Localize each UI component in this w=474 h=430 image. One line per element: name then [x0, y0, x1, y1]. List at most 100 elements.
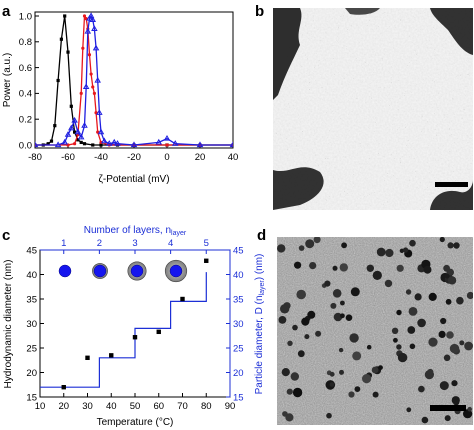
- x2-tick-label-c: 1: [61, 238, 66, 249]
- axis-ticks-a: -80 -60 -40 -20 0 20 40 0.0 0.2 0.4 0.6 0.8 1.0: [19, 11, 239, 163]
- top-axis-label-sub: layer: [171, 230, 187, 237]
- particle-core-icon: [93, 264, 107, 278]
- nanoparticle-dot: [384, 279, 393, 288]
- nanoparticle-dot: [305, 239, 315, 249]
- x-tick-label-c: 80: [201, 401, 212, 412]
- data-point-a: [92, 44, 100, 51]
- nanoparticle-dot: [444, 415, 451, 422]
- nanoparticle-dot: [451, 396, 460, 405]
- data-point-a: [87, 53, 92, 57]
- right-axis-label-end: ) (nm): [254, 254, 265, 281]
- nanoparticle-dot: [329, 371, 335, 377]
- nanoparticle-dot: [449, 343, 460, 354]
- particle-core-icon: [130, 264, 144, 278]
- data-point-a: [74, 128, 82, 135]
- data-point-a: [165, 143, 169, 147]
- data-point-a: [61, 138, 68, 145]
- x2-tick-label-c: 5: [204, 238, 209, 249]
- particle-layer-icons: [58, 259, 188, 283]
- nanoparticle-dot: [446, 331, 454, 339]
- data-point-a: [35, 141, 39, 148]
- nanoparticle-dot: [409, 239, 416, 247]
- y-tick-label-a: 0.8: [19, 37, 32, 48]
- y-tick-label-a: 1.0: [19, 11, 32, 22]
- nanoparticle-dot: [315, 330, 322, 337]
- data-point-a: [155, 138, 163, 145]
- dark-region-bottom-right: [430, 180, 473, 210]
- nanoparticle-dot: [397, 352, 408, 363]
- series-line-a: [35, 13, 233, 146]
- nanoparticle-dot: [466, 291, 473, 300]
- data-point-a: [73, 142, 77, 146]
- y-tick-label-c: 35: [26, 294, 37, 305]
- x-tick-label-c: 90: [225, 401, 236, 412]
- nanoparticle-dot: [372, 391, 379, 398]
- top-axis-label-text: Number of layers, n: [84, 225, 171, 236]
- nanoparticle-dot: [298, 245, 305, 251]
- data-point-a: [76, 138, 80, 142]
- data-point-a: [84, 27, 92, 34]
- y-tick-label-a: 0.2: [19, 115, 32, 126]
- x-tick-label-a: -20: [127, 152, 141, 163]
- data-point-a: [89, 16, 97, 22]
- x-tick-label-c: 50: [130, 401, 141, 412]
- particle-core-icon: [169, 264, 183, 278]
- nanoparticle-dot: [277, 244, 286, 253]
- nanoparticle-dot: [385, 248, 394, 258]
- nanoparticle-dot: [324, 280, 331, 287]
- data-point-a: [96, 109, 103, 115]
- nanoparticle-dot: [391, 327, 399, 334]
- x2-tick-label-c: 2: [97, 238, 102, 249]
- nanoparticle-dot: [281, 368, 290, 377]
- data-point-a: [53, 124, 57, 128]
- nanoparticle-dot: [341, 242, 347, 249]
- data-point-a: [77, 133, 85, 140]
- y2-tick-label-c: 45: [233, 245, 244, 256]
- nanoparticle-dot: [414, 293, 422, 301]
- dark-region-top-right: [430, 8, 473, 55]
- nanoparticle-dot: [456, 296, 464, 305]
- data-point-a: [89, 72, 93, 76]
- x-tick-label-a: -80: [28, 152, 42, 163]
- right-axis-label-sub: layer: [259, 280, 266, 296]
- plot-frame-a: [34, 11, 234, 149]
- data-point-a: [229, 141, 233, 148]
- data-point-a: [91, 143, 95, 147]
- nanoparticle-dot: [352, 351, 362, 361]
- tem-image-b: [273, 8, 473, 210]
- y-tick-label-c: 40: [26, 270, 37, 281]
- data-point-a: [66, 50, 70, 54]
- nanoparticle-dot: [282, 411, 288, 417]
- data-point-a: [69, 104, 73, 108]
- nanoparticle-dot: [329, 382, 335, 387]
- nanoparticle-dot: [371, 366, 379, 374]
- data-point-a: [101, 137, 108, 144]
- nanoparticle-dot: [405, 289, 412, 295]
- data-point-a: [105, 140, 113, 146]
- data-point-a: [92, 91, 96, 95]
- x-tick-label-a: 0: [164, 152, 169, 163]
- data-point-c: [85, 355, 90, 360]
- data-point-a: [79, 140, 83, 145]
- nanoparticle-dot: [297, 350, 305, 358]
- dark-region-top-middle: [345, 8, 380, 15]
- nanoparticle-dot: [440, 317, 447, 325]
- nanoparticle-dot: [313, 237, 321, 244]
- nanoparticle-dot: [348, 391, 355, 398]
- nanoparticle-dot: [439, 237, 445, 243]
- y2-tick-label-c: 25: [233, 343, 244, 354]
- x-tick-label-c: 70: [177, 401, 188, 412]
- data-point-a: [97, 128, 105, 135]
- nanoparticles-d: [277, 237, 473, 424]
- nanoparticle-dot: [403, 247, 409, 253]
- nanoparticle-dot: [378, 365, 383, 370]
- y2-tick-label-c: 35: [233, 294, 244, 305]
- data-point-a: [81, 122, 88, 128]
- data-point-a: [91, 25, 98, 31]
- nanoparticle-dot: [443, 264, 450, 272]
- y2-tick-label-c: 30: [233, 319, 244, 330]
- dark-region-top-left: [273, 8, 302, 100]
- nanoparticle-dot: [443, 354, 451, 362]
- nanoparticle-dot: [280, 304, 290, 314]
- nanoparticle-dot: [345, 314, 353, 322]
